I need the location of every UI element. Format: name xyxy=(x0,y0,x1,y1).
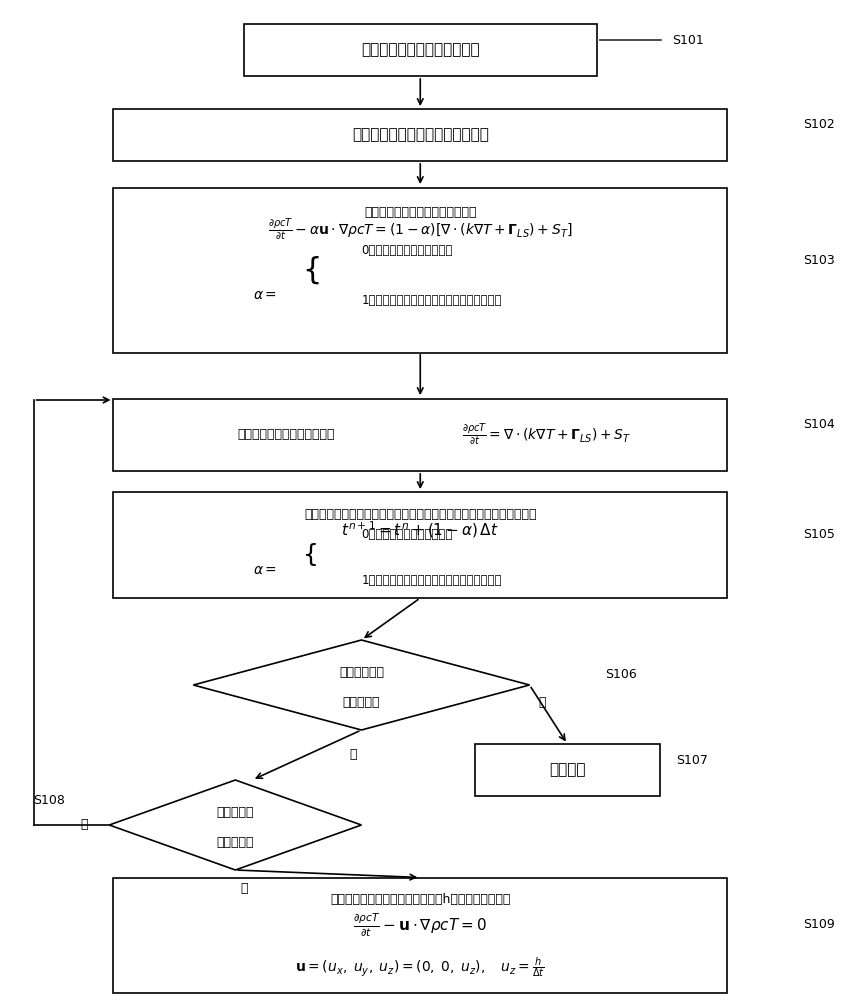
FancyBboxPatch shape xyxy=(114,492,727,597)
Text: S106: S106 xyxy=(605,668,637,682)
Text: S103: S103 xyxy=(803,253,835,266)
Text: {: { xyxy=(303,255,322,284)
Text: 目标构件垂直向下移动预设的距离h，求解控制方程：: 目标构件垂直向下移动预设的距离h，求解控制方程： xyxy=(330,893,511,906)
Text: 建立统一的传热模型的控制方程：: 建立统一的传热模型的控制方程： xyxy=(364,206,476,219)
Polygon shape xyxy=(110,780,362,870)
Text: S105: S105 xyxy=(803,528,835,542)
Text: S101: S101 xyxy=(673,33,704,46)
Text: 否: 否 xyxy=(349,748,357,762)
Text: 打印完毕？: 打印完毕？ xyxy=(217,836,254,850)
Text: 在按照时间层推进方式求解控制方程时，按照以下公式更新仿真时间：: 在按照时间层推进方式求解控制方程时，按照以下公式更新仿真时间： xyxy=(304,508,536,521)
FancyBboxPatch shape xyxy=(114,878,727,992)
FancyBboxPatch shape xyxy=(114,399,727,471)
Text: S109: S109 xyxy=(803,918,835,932)
Text: $\frac{\partial \rho c T}{\partial t} - \alpha \mathbf{u} \cdot \nabla \rho c T : $\frac{\partial \rho c T}{\partial t} - … xyxy=(268,217,572,243)
Text: 否: 否 xyxy=(81,818,89,832)
Text: 导入目标构件的激光运动轨迹: 导入目标构件的激光运动轨迹 xyxy=(361,42,480,57)
Text: 激光工作时，求解控制方程：: 激光工作时，求解控制方程： xyxy=(237,428,335,442)
Text: 执行完毕？: 执行完毕？ xyxy=(342,696,380,710)
Text: 采用欧拉网格对计算域进行离散化: 采用欧拉网格对计算域进行离散化 xyxy=(352,127,489,142)
Text: $\mathbf{u} = (u_x,\; u_y,\; u_z) = (0,\; 0,\; u_z),\quad u_z = \frac{h}{\Delta : $\mathbf{u} = (u_x,\; u_y,\; u_z) = (0,\… xyxy=(295,955,545,979)
Text: 0，激光正在打印当前打印层: 0，激光正在打印当前打印层 xyxy=(362,528,453,542)
Text: 当前打印层: 当前打印层 xyxy=(217,806,254,820)
Text: S102: S102 xyxy=(803,118,835,131)
Text: S108: S108 xyxy=(34,794,66,806)
Text: $\frac{\partial \rho c T}{\partial t} - \mathbf{u} \cdot \nabla \rho c T = 0$: $\frac{\partial \rho c T}{\partial t} - … xyxy=(353,911,487,939)
Text: S104: S104 xyxy=(803,418,835,432)
FancyBboxPatch shape xyxy=(475,744,660,796)
Text: $\frac{\partial \rho c T}{\partial t} = \nabla \cdot (k\nabla T + \mathbf{\Gamma: $\frac{\partial \rho c T}{\partial t} = … xyxy=(462,422,631,448)
FancyBboxPatch shape xyxy=(114,188,727,353)
Text: 激光运动轨迹: 激光运动轨迹 xyxy=(339,666,384,680)
Text: 1，当前打印层已打印完毕，目标构件下移时: 1，当前打印层已打印完毕，目标构件下移时 xyxy=(362,294,502,306)
FancyBboxPatch shape xyxy=(244,24,597,76)
Text: {: { xyxy=(303,543,319,567)
Text: $\alpha =$: $\alpha =$ xyxy=(254,288,277,302)
Text: $t^{n+1} = t^n + (1-\alpha)\,\Delta t$: $t^{n+1} = t^n + (1-\alpha)\,\Delta t$ xyxy=(341,520,499,540)
Polygon shape xyxy=(193,640,529,730)
Text: 0，激光正在打印当前打印层: 0，激光正在打印当前打印层 xyxy=(362,243,453,256)
Text: 是: 是 xyxy=(538,696,545,710)
Text: S107: S107 xyxy=(677,754,708,766)
Text: 结束仿真: 结束仿真 xyxy=(549,762,586,778)
Text: $\alpha =$: $\alpha =$ xyxy=(254,563,277,577)
Text: 是: 是 xyxy=(240,882,248,894)
Text: 1，当前打印层已打印完毕，目标构件下移时: 1，当前打印层已打印完毕，目标构件下移时 xyxy=(362,573,502,586)
FancyBboxPatch shape xyxy=(114,109,727,161)
